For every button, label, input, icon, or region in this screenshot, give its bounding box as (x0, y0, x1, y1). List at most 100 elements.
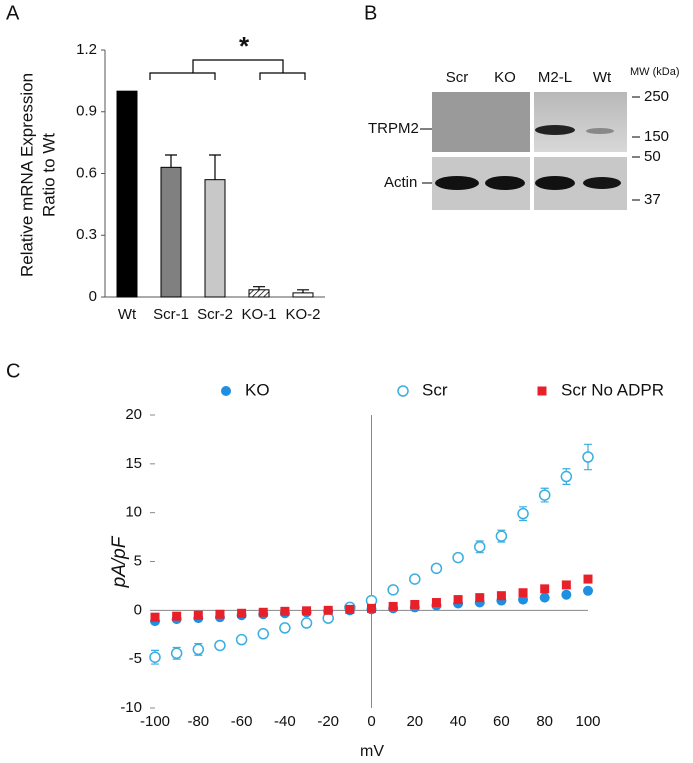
blot-panel (432, 92, 530, 152)
band (435, 176, 479, 190)
x-tick-label: -60 (231, 713, 253, 730)
y-tick-label: 0 (89, 288, 97, 305)
legend-label: KO (245, 380, 270, 399)
x-tick-label: 0 (367, 713, 375, 730)
mw-marker: 150 (644, 128, 669, 145)
data-point (258, 607, 268, 617)
data-point (539, 592, 550, 603)
y-tick-label: -5 (129, 650, 142, 667)
y-axis-label: Ratio to Wt (39, 133, 58, 217)
data-point (345, 604, 355, 614)
data-point (387, 584, 399, 596)
blot: Scr KO M2-L Wt MW (kDa) TRPM2 Actin 250 … (368, 66, 680, 210)
data-point (302, 606, 312, 616)
x-tick-label: Wt (118, 306, 137, 323)
band (583, 177, 621, 189)
x-tick-label: KO-2 (285, 306, 320, 323)
data-point (323, 605, 333, 615)
error-bar (165, 154, 177, 168)
data-point (279, 622, 291, 634)
data-point (430, 562, 443, 575)
data-point (172, 611, 182, 621)
data-point (452, 551, 464, 564)
data-point (538, 489, 551, 501)
x-tick-label: 60 (493, 713, 510, 730)
data-point (150, 612, 160, 622)
blot-panel (534, 92, 627, 152)
band (535, 125, 575, 135)
band (485, 176, 525, 190)
data-point (367, 603, 376, 613)
error-bar (297, 289, 309, 293)
lane-label: Wt (593, 69, 612, 86)
data-point (410, 599, 420, 609)
data-point (475, 593, 485, 603)
x-tick-label: 20 (406, 713, 423, 730)
data-point (518, 588, 528, 598)
data-point (496, 591, 506, 601)
y-tick-label: 20 (125, 406, 142, 423)
x-tick-label: -20 (317, 713, 339, 730)
lane-label: KO (494, 69, 516, 86)
data-point (453, 595, 463, 605)
y-tick-label: 15 (125, 455, 142, 472)
x-tick-label: KO-1 (241, 306, 276, 323)
bar (204, 179, 226, 298)
x-tick-label: Scr-1 (153, 306, 189, 323)
x-tick-label: 80 (536, 713, 553, 730)
data-point (237, 608, 247, 618)
data-point (560, 470, 573, 483)
panel-label: B (364, 2, 377, 24)
y-tick-label: 0.6 (76, 164, 97, 181)
data-point (235, 633, 248, 646)
x-tick-label: -40 (274, 713, 296, 730)
data-point (582, 451, 594, 463)
panel-label: C (6, 360, 20, 382)
data-point (561, 580, 571, 590)
y-tick-label: 1.2 (76, 41, 97, 58)
row-label: Actin (384, 174, 417, 191)
lane-label: Scr (446, 69, 469, 86)
data-point (431, 598, 441, 608)
significance-star: * (239, 31, 250, 61)
x-tick-label: -100 (140, 713, 170, 730)
mw-marker: 250 (644, 88, 669, 105)
error-bar (209, 154, 221, 180)
legend-marker (221, 386, 231, 396)
x-tick-label: 40 (450, 713, 467, 730)
x-tick-label: -80 (187, 713, 209, 730)
y-axis-label: pA/pF (109, 535, 130, 588)
data-point (495, 530, 508, 542)
band (535, 176, 575, 190)
y-tick-label: 0.9 (76, 103, 97, 120)
data-point (583, 585, 593, 596)
x-tick-label: Scr-2 (197, 306, 233, 323)
data-point (540, 584, 550, 594)
mw-marker: 37 (644, 191, 661, 208)
bar (248, 289, 270, 298)
mw-label: MW (kDa) (630, 66, 680, 78)
legend-label: Scr (422, 380, 448, 399)
data-point (388, 601, 398, 611)
data-point (280, 606, 290, 616)
error-bar (253, 286, 265, 290)
legend-marker (397, 385, 409, 397)
x-axis-label: mV (360, 743, 384, 760)
y-tick-label: 0 (134, 601, 142, 618)
y-axis-label: Relative mRNA Expression (17, 73, 36, 277)
data-point (214, 639, 226, 652)
legend-marker (537, 386, 547, 396)
data-point (517, 507, 529, 520)
mw-marker: 50 (644, 148, 661, 165)
bar (292, 292, 314, 298)
y-tick-label: 0.3 (76, 226, 97, 243)
significance-brackets (149, 59, 306, 80)
data-point (170, 647, 183, 660)
data-point (193, 610, 203, 620)
row-label: TRPM2 (368, 120, 419, 137)
legend-label: Scr No ADPR (561, 380, 664, 399)
bar (160, 166, 182, 298)
band (586, 128, 614, 134)
lane-label: M2-L (538, 69, 572, 86)
